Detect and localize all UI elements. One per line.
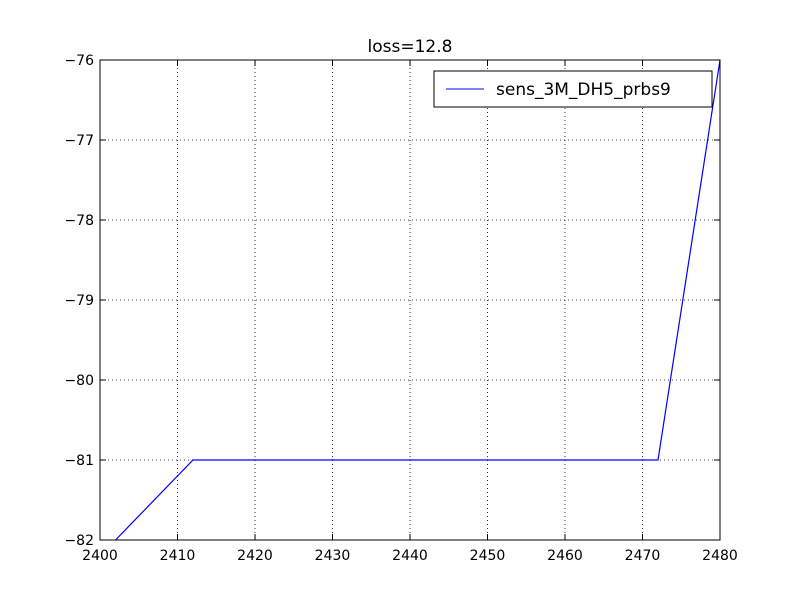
x-tick-label: 2450 <box>470 548 506 564</box>
x-tick-label: 2410 <box>160 548 196 564</box>
x-tick-label: 2400 <box>82 548 118 564</box>
chart-title: loss=12.8 <box>368 37 453 57</box>
y-tick-label: −77 <box>64 133 94 149</box>
series-layer <box>115 59 721 541</box>
y-tick-label: −79 <box>64 293 94 309</box>
x-tick-label: 2480 <box>702 548 738 564</box>
y-tick-label: −80 <box>64 373 94 389</box>
y-tick-label: −81 <box>64 453 94 469</box>
x-tick-label: 2470 <box>625 548 661 564</box>
y-tick-label: −82 <box>64 533 94 549</box>
tick-marks <box>99 59 721 541</box>
y-tick-labels: −76 −77 −78 −79 −80 −81 −82 <box>64 53 94 549</box>
series-line <box>115 59 721 541</box>
y-tick-label: −78 <box>64 213 94 229</box>
x-tick-label: 2440 <box>392 548 428 564</box>
y-tick-label: −76 <box>64 53 94 69</box>
x-tick-label: 2460 <box>547 548 583 564</box>
x-tick-label: 2430 <box>315 548 351 564</box>
legend: sens_3M_DH5_prbs9 <box>433 70 713 108</box>
x-tick-label: 2420 <box>237 548 273 564</box>
x-tick-labels: 2400 2410 2420 2430 2440 2450 2460 2470 2480 <box>82 548 738 564</box>
legend-label: sens_3M_DH5_prbs9 <box>496 80 671 100</box>
